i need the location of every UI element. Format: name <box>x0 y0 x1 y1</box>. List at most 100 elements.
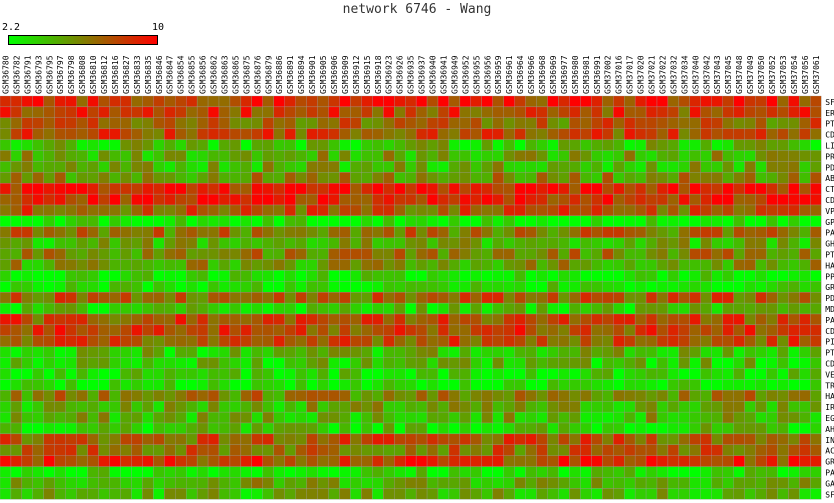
heatmap-cell <box>470 215 482 227</box>
heatmap-cell <box>339 292 351 304</box>
heatmap-cell <box>218 237 231 249</box>
heatmap-cell <box>218 117 231 129</box>
heatmap-cell <box>634 270 647 282</box>
heatmap-cell <box>755 161 767 173</box>
heatmap-cell <box>514 237 526 249</box>
heatmap-cell <box>733 390 745 402</box>
heatmap-cell <box>328 139 340 151</box>
heatmap-cell <box>21 401 33 413</box>
heatmap-cell <box>448 390 461 402</box>
heatmap-cell <box>328 477 340 489</box>
heatmap-cell <box>448 411 461 424</box>
heatmap-cell <box>415 422 428 435</box>
heatmap-cell <box>339 313 351 326</box>
heatmap-cell <box>339 488 351 500</box>
heatmap-cell <box>120 411 132 424</box>
heatmap-cell <box>404 411 417 424</box>
heatmap-cell <box>229 444 242 456</box>
heatmap-cell <box>175 324 187 336</box>
heatmap-cell <box>700 281 712 293</box>
heatmap-cell <box>361 324 373 336</box>
heatmap-cell <box>218 95 231 108</box>
heatmap-cell <box>284 466 296 478</box>
heatmap-cell <box>284 411 296 424</box>
heatmap-cell <box>656 150 669 162</box>
heatmap-cell <box>98 183 110 195</box>
heatmap-cell <box>196 433 209 445</box>
heatmap-cell <box>142 117 154 129</box>
heatmap-cell <box>306 444 318 456</box>
heatmap-cell <box>54 204 66 217</box>
heatmap-cell <box>10 488 23 500</box>
heatmap-cell <box>602 302 614 315</box>
heatmap-cell <box>251 150 263 162</box>
heatmap-cell <box>240 237 252 249</box>
heatmap-cell <box>722 346 734 358</box>
heatmap-cell <box>459 106 471 118</box>
heatmap-cell <box>317 444 329 456</box>
heatmap-cell <box>273 357 285 369</box>
heatmap-cell <box>240 193 252 206</box>
heatmap-cell <box>580 401 592 413</box>
heatmap-cell <box>43 193 55 206</box>
heatmap-cell <box>207 346 220 358</box>
heatmap-cell <box>689 368 701 380</box>
heatmap-cell <box>109 281 121 293</box>
heatmap-cell <box>0 313 12 326</box>
heatmap-cell <box>426 204 439 217</box>
heatmap-cell <box>273 259 285 271</box>
heatmap-cell <box>404 444 417 456</box>
heatmap-cell <box>207 183 220 195</box>
heatmap-cell <box>580 477 592 489</box>
heatmap-cell <box>810 193 822 206</box>
heatmap-cell <box>591 455 603 467</box>
heatmap-cell <box>306 379 318 391</box>
heatmap-cell <box>569 281 581 293</box>
heatmap-cell <box>350 237 362 249</box>
heatmap-cell <box>558 466 570 478</box>
heatmap-cell <box>218 444 231 456</box>
heatmap-cell <box>689 444 701 456</box>
heatmap-cell <box>185 313 198 326</box>
heatmap-cell <box>558 106 570 118</box>
heatmap-cell <box>558 259 570 271</box>
heatmap-cell <box>262 357 274 369</box>
heatmap-cell <box>196 237 209 249</box>
heatmap-cell <box>426 368 439 380</box>
heatmap-cell <box>711 368 723 380</box>
heatmap-cell <box>667 477 680 489</box>
heatmap-cell <box>21 183 33 195</box>
heatmap-cell <box>196 368 209 380</box>
heatmap-cell <box>262 455 274 467</box>
heatmap-cell <box>415 150 428 162</box>
heatmap-cell <box>185 139 198 151</box>
heatmap-cell <box>76 172 88 184</box>
heatmap-cell <box>678 455 691 467</box>
heatmap-cell <box>207 488 220 500</box>
heatmap-cell <box>218 226 231 238</box>
heatmap-cell <box>0 357 12 369</box>
heatmap-cell <box>733 226 745 238</box>
heatmap-cell <box>777 444 789 456</box>
heatmap-cell <box>240 433 252 445</box>
heatmap-cell <box>87 292 99 304</box>
heatmap-cell <box>547 324 559 336</box>
column-label: GSM36791 <box>23 55 32 94</box>
heatmap-cell <box>21 215 33 227</box>
heatmap-cell <box>131 477 143 489</box>
heatmap-cell <box>634 379 647 391</box>
heatmap-cell <box>10 433 23 445</box>
heatmap-cell <box>810 433 822 445</box>
heatmap-cell <box>634 477 647 489</box>
heatmap-cell <box>87 357 99 369</box>
heatmap-cell <box>262 128 274 140</box>
heatmap-cell <box>0 270 12 282</box>
heatmap-cell <box>613 313 625 326</box>
heatmap-cell <box>415 411 428 424</box>
heatmap-cell <box>755 335 767 347</box>
heatmap-cell <box>788 433 800 445</box>
heatmap-cell <box>645 433 658 445</box>
heatmap-cell <box>76 270 88 282</box>
heatmap-cell <box>273 335 285 347</box>
heatmap-cell <box>383 357 395 369</box>
